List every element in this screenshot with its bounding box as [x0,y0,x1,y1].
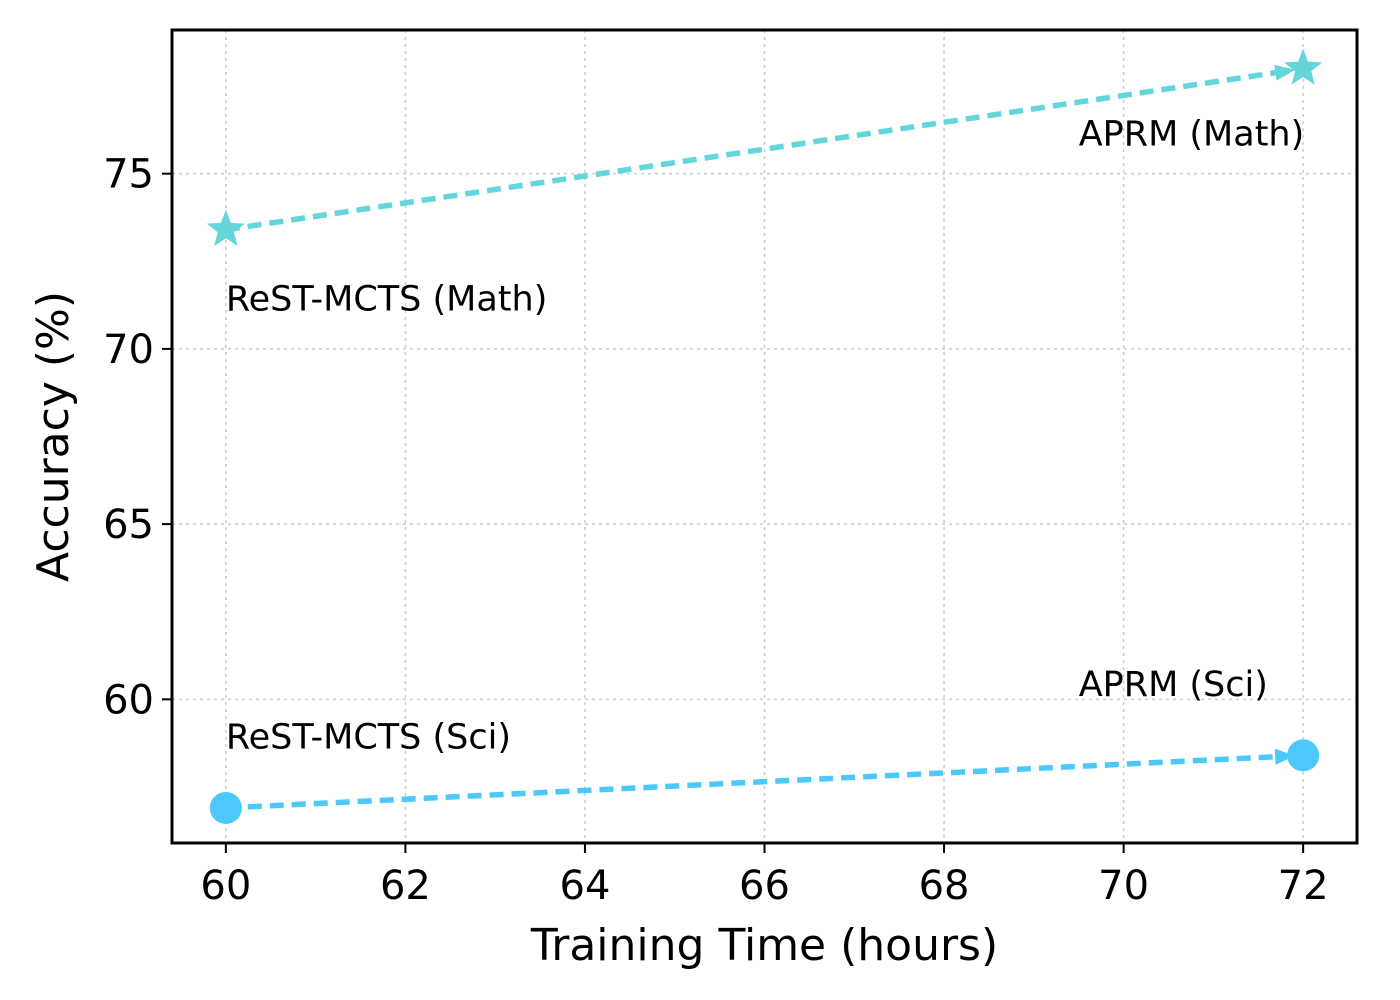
x-tick-label: 64 [560,863,611,909]
point-math-1 [1284,48,1323,85]
grid [172,30,1357,843]
x-axis-label: Training Time (hours) [530,920,998,971]
annotations-layer: ReST-MCTS (Math) APRM (Math) ReST-MCTS (Sc… [226,115,1304,758]
arrow-head-sci [1274,748,1296,765]
point-annotation: ReST-MCTS (Math) [226,279,548,319]
y-tick-label: 65 [103,502,154,548]
point-sci-0 [209,791,242,824]
trend-arrow-sci [225,753,1284,811]
point-annotation: APRM (Sci) [1079,665,1268,705]
point-sci-1 [1287,739,1320,772]
point-math-0 [206,209,245,246]
x-tick-label: 62 [380,863,431,909]
axes: 60 62 64 66 68 70 72 60 65 70 75 [103,152,1328,909]
arrow-head-math [1274,64,1296,81]
x-tick-label: 72 [1278,863,1329,909]
point-annotation: ReST-MCTS (Sci) [226,717,511,757]
y-tick-label: 75 [103,152,154,198]
x-tick-label: 70 [1098,863,1149,909]
y-tick-label: 60 [103,677,154,723]
x-tick-label: 66 [739,863,790,909]
point-annotation: APRM (Math) [1079,115,1305,155]
y-axis-label: Accuracy (%) [28,291,79,582]
trend-arrow-math [225,68,1284,233]
x-tick-label: 68 [919,863,970,909]
y-tick-label: 70 [103,327,154,373]
x-tick-label: 60 [200,863,251,909]
series-layer [206,48,1323,824]
